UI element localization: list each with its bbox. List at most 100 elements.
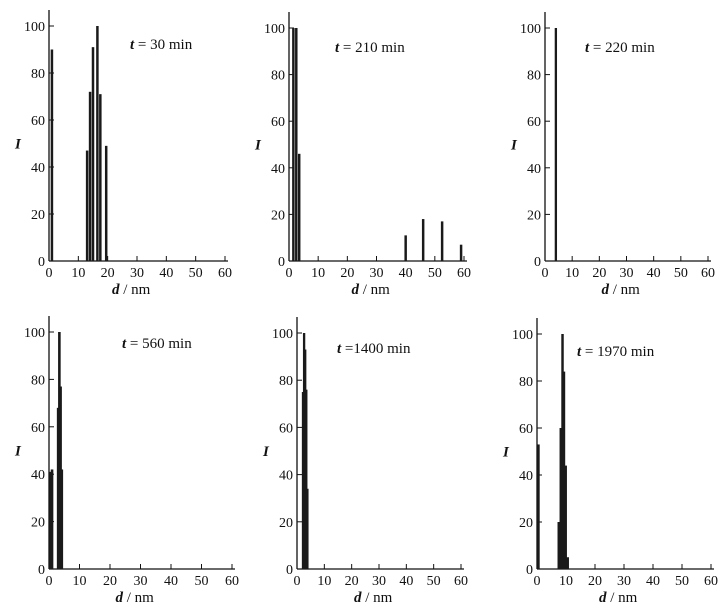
y-axis-label: I: [502, 445, 510, 461]
y-tick-label: 60: [519, 422, 533, 437]
y-tick-label: 100: [24, 326, 45, 341]
x-tick-label: 40: [159, 266, 173, 281]
time-var: t: [585, 40, 590, 56]
x-tick-label: 50: [428, 266, 442, 281]
x-axis-label: d / nm: [354, 590, 393, 602]
bar: [85, 150, 89, 261]
bar: [537, 444, 540, 569]
x-tick-label: 60: [704, 574, 718, 589]
bar: [292, 28, 295, 261]
x-axis-var: d: [112, 282, 120, 298]
x-axis-var: d: [602, 282, 610, 298]
bar: [564, 465, 567, 569]
x-axis-label: d / nm: [112, 282, 151, 298]
bar: [50, 49, 54, 261]
x-tick-label: 50: [674, 266, 688, 281]
x-tick-label: 20: [101, 266, 115, 281]
x-tick-label: 30: [370, 266, 384, 281]
x-tick-label: 20: [592, 266, 606, 281]
bar: [60, 469, 64, 569]
y-tick-label: 0: [526, 563, 533, 578]
bar: [562, 371, 566, 569]
x-tick-label: 0: [46, 574, 53, 589]
y-tick-label: 0: [534, 255, 541, 270]
x-tick-label: 30: [130, 266, 144, 281]
x-tick-label: 50: [189, 266, 203, 281]
bar: [561, 334, 564, 569]
chart-panel-4: 0 20 40 60 80 100 0 10 20 30 40 50 60 d / nm It = 560 …: [14, 316, 239, 602]
chart-panel-1: 0 20 40 60 80 100 0 10 20 30 40 50 60 d / nm It = 30 m…: [14, 10, 232, 298]
x-axis-var: d: [599, 590, 607, 602]
time-var: t: [337, 341, 342, 357]
chart-panel-3: 0 20 40 60 80 100 0 10 20 30 40 50 60 d / nm It = 220 …: [510, 12, 715, 298]
bar: [566, 557, 569, 569]
bar: [554, 28, 558, 261]
x-axis-label: d / nm: [352, 282, 391, 298]
y-tick-label: 40: [31, 161, 45, 176]
x-tick-label: 40: [647, 266, 661, 281]
x-tick-label: 20: [340, 266, 354, 281]
x-tick-label: 30: [372, 574, 386, 589]
x-tick-label: 10: [317, 574, 331, 589]
bar: [440, 221, 444, 261]
bar: [557, 522, 560, 569]
time-value: = 560 min: [126, 336, 192, 352]
bar: [91, 47, 95, 262]
y-tick-label: 100: [264, 22, 285, 37]
y-tick-label: 40: [31, 468, 45, 483]
y-tick-label: 60: [31, 114, 45, 129]
x-tick-label: 60: [225, 574, 239, 589]
y-tick-label: 20: [31, 516, 45, 531]
x-axis-label: d / nm: [602, 282, 641, 298]
y-tick-label: 40: [279, 469, 293, 484]
x-tick-label: 10: [71, 266, 85, 281]
chart-panel-2: 0 20 40 60 80 100 0 10 20 30 40 50 60 d / nm It = 210 …: [254, 12, 471, 298]
x-tick-label: 40: [399, 574, 413, 589]
time-value: = 30 min: [134, 37, 193, 53]
y-tick-label: 60: [31, 421, 45, 436]
x-tick-label: 0: [534, 574, 541, 589]
time-var: t: [122, 336, 127, 352]
x-axis-label: d / nm: [116, 590, 155, 602]
y-axis-label: I: [14, 137, 22, 153]
time-annotation: t = 30 min: [130, 37, 193, 53]
x-tick-label: 20: [588, 574, 602, 589]
x-tick-label: 60: [457, 266, 471, 281]
x-tick-label: 50: [675, 574, 689, 589]
x-axis-label: d / nm: [599, 590, 638, 602]
time-value: = 210 min: [339, 40, 405, 56]
x-tick-label: 0: [294, 574, 301, 589]
time-annotation: t = 220 min: [585, 40, 655, 56]
bar: [305, 389, 308, 569]
y-tick-label: 80: [31, 67, 45, 82]
bar: [49, 471, 52, 569]
time-annotation: t =1400 min: [337, 341, 411, 357]
y-tick-label: 80: [527, 69, 541, 84]
y-axis-label: I: [254, 138, 262, 154]
x-axis-unit: / nm: [123, 590, 154, 602]
x-tick-label: 10: [559, 574, 573, 589]
bar: [88, 91, 92, 261]
y-tick-label: 0: [286, 563, 293, 578]
y-tick-label: 80: [271, 69, 285, 84]
y-axis-label: I: [510, 138, 518, 154]
x-axis-var: d: [354, 590, 362, 602]
time-annotation: t = 1970 min: [577, 344, 655, 360]
x-tick-label: 0: [542, 266, 549, 281]
y-axis-label: I: [14, 444, 22, 460]
x-axis-var: d: [352, 282, 360, 298]
y-tick-label: 100: [24, 20, 45, 35]
x-axis-unit: / nm: [359, 282, 390, 298]
y-tick-label: 80: [279, 374, 293, 389]
x-tick-label: 10: [311, 266, 325, 281]
x-tick-label: 30: [134, 574, 148, 589]
y-tick-label: 40: [527, 162, 541, 177]
x-tick-label: 40: [164, 574, 178, 589]
bar: [421, 219, 425, 261]
x-axis-unit: / nm: [609, 282, 640, 298]
x-axis-var: d: [116, 590, 124, 602]
x-tick-label: 60: [454, 574, 468, 589]
x-tick-label: 50: [427, 574, 441, 589]
bar: [297, 153, 301, 261]
